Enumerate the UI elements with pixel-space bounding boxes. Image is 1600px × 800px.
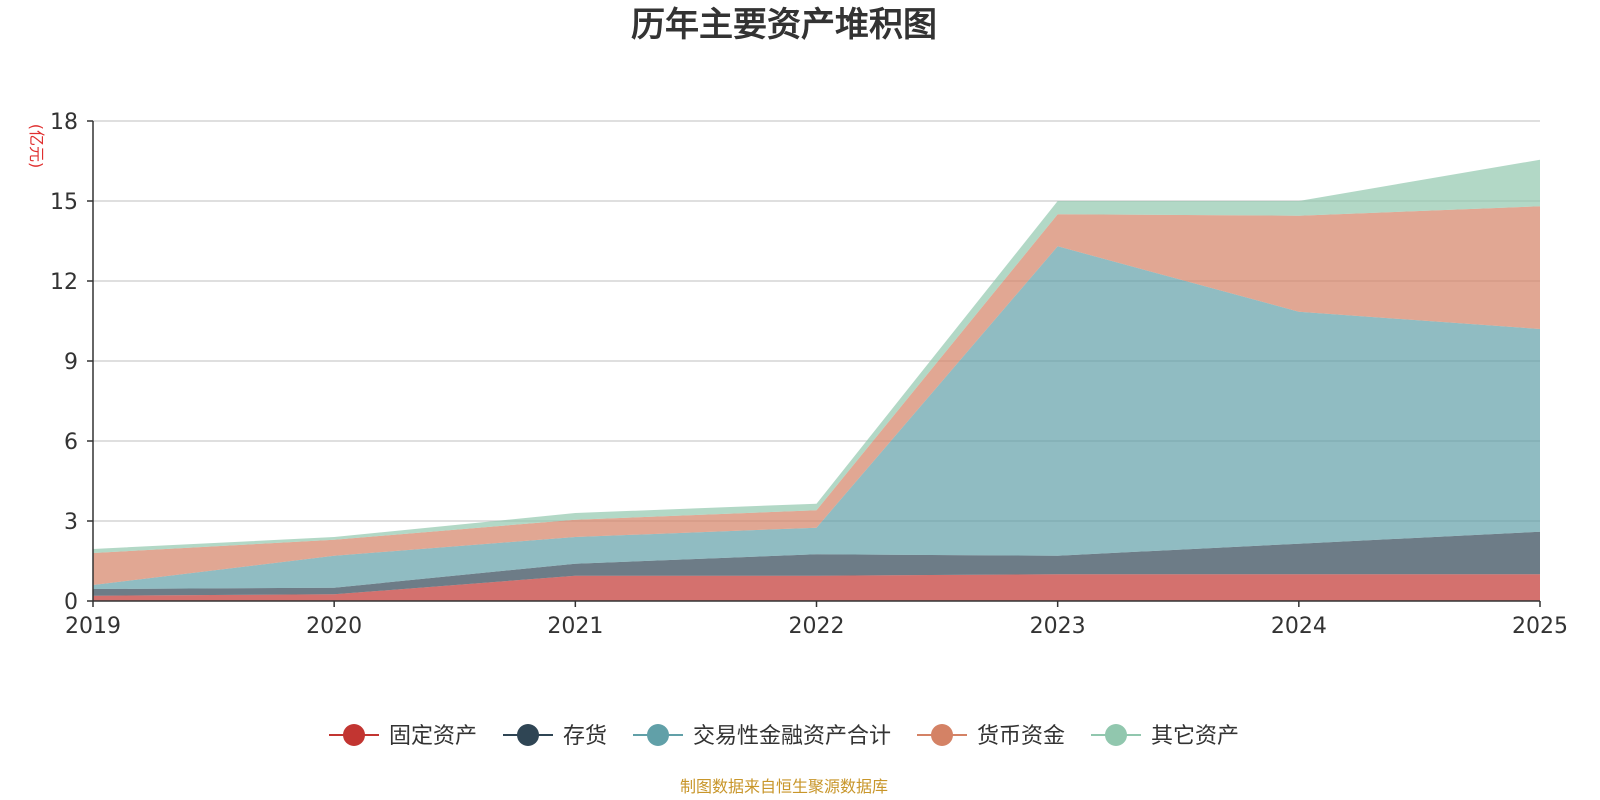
legend-circle-symbol <box>647 724 669 746</box>
y-axis-unit-label: (亿元) <box>27 124 46 169</box>
y-tick-label: 0 <box>64 590 78 615</box>
legend-item-1[interactable]: 固定资产 <box>329 724 477 749</box>
legend-circle-symbol <box>931 724 953 746</box>
area-series-4 <box>93 206 1540 586</box>
source-note: 制图数据来自恒生聚源数据库 <box>680 777 888 796</box>
legend-item-3[interactable]: 交易性金融资产合计 <box>633 724 891 749</box>
legend-item-2[interactable]: 存货 <box>503 724 607 749</box>
x-tick-label: 2022 <box>789 614 845 639</box>
legend-circle-symbol <box>343 724 365 746</box>
x-tick-label: 2023 <box>1030 614 1086 639</box>
legend-label: 固定资产 <box>389 724 477 749</box>
x-tick-label: 2020 <box>306 614 362 639</box>
area-series-3 <box>93 246 1540 590</box>
legend-label: 货币资金 <box>977 724 1065 749</box>
legend-circle-symbol <box>517 724 539 746</box>
x-tick-label: 2021 <box>547 614 603 639</box>
x-tick-label: 2025 <box>1512 614 1568 639</box>
legend-label: 存货 <box>563 724 607 749</box>
y-tick-label: 6 <box>64 430 78 455</box>
y-tick-label: 3 <box>64 510 78 535</box>
legend-item-4[interactable]: 货币资金 <box>917 724 1065 749</box>
y-tick-label: 15 <box>50 190 78 215</box>
legend-label: 其它资产 <box>1151 724 1239 749</box>
area-series-1 <box>93 574 1540 601</box>
area-series-group <box>93 159 1540 601</box>
legend-item-5[interactable]: 其它资产 <box>1091 724 1239 749</box>
area-series-5 <box>93 159 1540 553</box>
axes: 0 3 6 9 12 15 18 2019 2020 2021 2022 2023 2024 2025 <box>50 110 1568 639</box>
x-tick-label: 2024 <box>1271 614 1327 639</box>
legend: 固定资产 存货 交易性金融资产合计 货币资金 其它资产 <box>329 724 1239 749</box>
y-tick-label: 18 <box>50 110 78 135</box>
y-tick-label: 9 <box>64 350 78 375</box>
legend-circle-symbol <box>1105 724 1127 746</box>
x-tick-label: 2019 <box>65 614 121 639</box>
chart-title: 历年主要资产堆积图 <box>631 5 937 45</box>
area-series-2 <box>93 531 1540 596</box>
y-tick-label: 12 <box>50 270 78 295</box>
legend-label: 交易性金融资产合计 <box>693 724 891 749</box>
